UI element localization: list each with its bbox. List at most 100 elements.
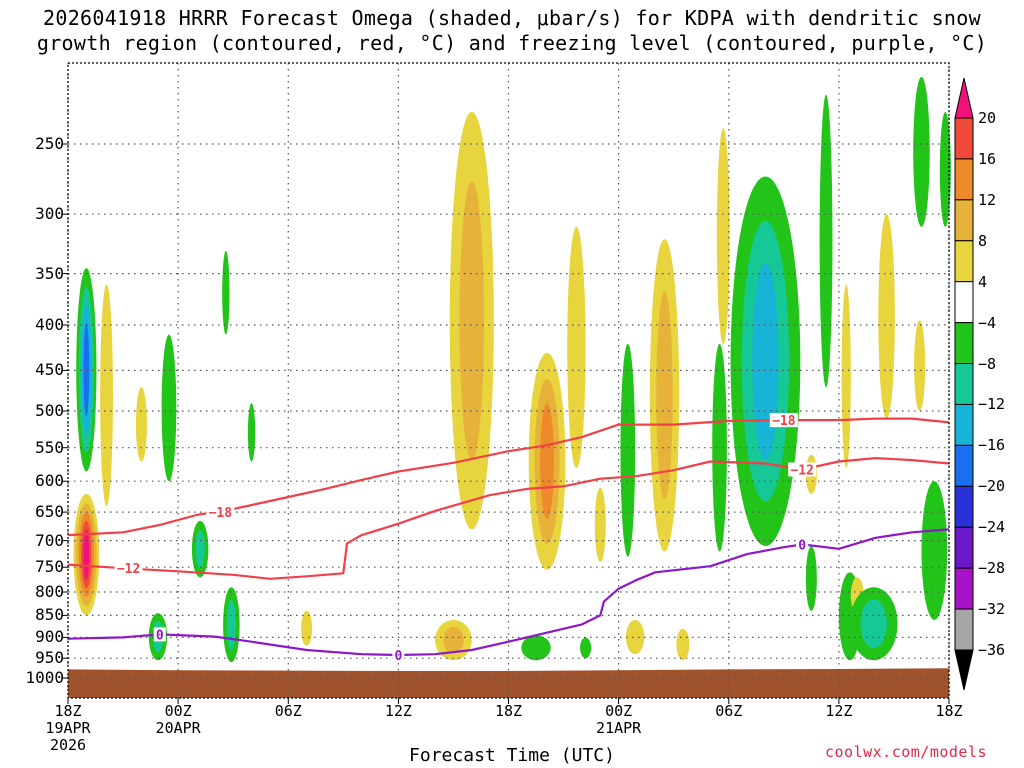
colorbar-tick-label: −12 bbox=[978, 395, 1006, 414]
y-tick-label: 650 bbox=[35, 502, 64, 522]
omega-region-6-level-1 bbox=[195, 530, 205, 568]
omega-region-8-level-1 bbox=[226, 599, 236, 650]
colorbar-tick-label: −16 bbox=[978, 436, 1006, 455]
colorbar-tick-label: −24 bbox=[978, 518, 1006, 537]
contour-label-2-1: 0 bbox=[394, 649, 402, 664]
omega-region-32-level-0 bbox=[878, 214, 895, 419]
colorbar-band-1 bbox=[954, 158, 974, 201]
contour-label-bg-1-1 bbox=[788, 462, 817, 477]
colorbar-band-0 bbox=[954, 117, 974, 160]
y-tick-label: 450 bbox=[35, 360, 64, 380]
colorbar-band-8 bbox=[954, 444, 974, 487]
omega-region-36-level-0 bbox=[939, 111, 951, 227]
site-credit: coolwx.com/models bbox=[825, 743, 988, 761]
y-tick-label: 750 bbox=[35, 557, 64, 577]
omega-region-24-level-2 bbox=[752, 262, 779, 460]
omega-region-26-level-0 bbox=[805, 546, 817, 611]
colorbar-band-11 bbox=[954, 567, 974, 610]
y-tick-label: 600 bbox=[35, 471, 64, 491]
omega-region-4-level-0 bbox=[161, 334, 177, 482]
omega-region-9-level-0 bbox=[247, 403, 256, 462]
omega-region-14-level-0 bbox=[521, 635, 551, 661]
chart-title-line-2: growth region (contoured, red, °C) and f… bbox=[36, 31, 988, 55]
colorbar-band-2 bbox=[954, 199, 974, 242]
y-tick-label: 500 bbox=[35, 401, 64, 420]
colorbar-band-3 bbox=[954, 240, 974, 283]
omega-region-15-level-0 bbox=[567, 226, 586, 469]
y-tick-label: 900 bbox=[35, 627, 64, 647]
colorbar-band-4 bbox=[954, 281, 974, 324]
omega-region-1-level-4 bbox=[83, 529, 90, 581]
colorbar-tick-label: −8 bbox=[978, 354, 997, 373]
omega-region-16-level-0 bbox=[580, 637, 592, 659]
x-tick-label: 12Z bbox=[825, 702, 853, 720]
omega-region-10-level-0 bbox=[301, 610, 313, 646]
contour-label-1-1: −12 bbox=[790, 463, 813, 478]
contour-label-0-1: −18 bbox=[772, 414, 796, 429]
colorbar-tick-label: 16 bbox=[978, 149, 997, 168]
contour-label-bg-2-1 bbox=[392, 647, 405, 662]
colorbar-tick-label: −32 bbox=[978, 600, 1006, 619]
colorbar-tick-label: 4 bbox=[978, 272, 988, 291]
colorbar-tick-label: −36 bbox=[978, 641, 1006, 659]
omega-region-3-level-0 bbox=[135, 387, 147, 462]
omega-region-13-level-2 bbox=[540, 403, 554, 520]
x-tick-label: 12Z bbox=[384, 702, 412, 720]
omega-region-31-level-1 bbox=[860, 599, 888, 649]
y-tick-label: 350 bbox=[35, 263, 64, 283]
omega-region-17-level-0 bbox=[594, 487, 606, 563]
colorbar-tick-label: 8 bbox=[978, 231, 988, 250]
chart-title-line-1: 2026041918 HRRR Forecast Omega (shaded, … bbox=[43, 6, 981, 30]
omega-region-28-level-0 bbox=[841, 284, 851, 469]
omega-region-2-level-0 bbox=[100, 284, 113, 507]
omega-region-23-level-0 bbox=[712, 343, 727, 552]
omega-region-21-level-0 bbox=[676, 628, 690, 661]
omega-region-35-level-0 bbox=[921, 481, 948, 620]
omega-region-34-level-0 bbox=[913, 76, 930, 227]
contour-label-0-0: −18 bbox=[209, 506, 233, 521]
contour-label-bg-1-0 bbox=[114, 561, 143, 576]
omega-region-12-level-1 bbox=[443, 626, 464, 654]
omega-region-19-level-0 bbox=[625, 619, 645, 655]
colorbar-top-arrow bbox=[954, 77, 974, 119]
y-tick-label: 300 bbox=[35, 204, 64, 224]
omega-region-11-level-1 bbox=[459, 181, 485, 460]
colorbar-tick-label: −28 bbox=[978, 559, 1006, 578]
colorbar-tick-label: −4 bbox=[978, 313, 997, 332]
omega-region-18-level-0 bbox=[620, 343, 636, 557]
colorbar-band-6 bbox=[954, 363, 974, 405]
colorbar-band-10 bbox=[954, 526, 974, 569]
omega-region-33-level-0 bbox=[914, 320, 926, 411]
colorbar-bottom-arrow bbox=[954, 649, 974, 691]
colorbar-tick-label: −20 bbox=[978, 477, 1006, 496]
colorbar-band-5 bbox=[954, 322, 974, 365]
omega-region-27-level-0 bbox=[819, 94, 833, 388]
omega-region-22-level-0 bbox=[716, 128, 730, 344]
x-tick-label: 18Z 19APR 2026 bbox=[45, 702, 91, 754]
contour-label-bg-0-1 bbox=[769, 413, 798, 428]
x-tick-label: 06Z bbox=[274, 702, 302, 720]
y-tick-label: 400 bbox=[35, 315, 64, 335]
contour-label-bg-2-0 bbox=[153, 627, 166, 642]
colorbar-tick-label: 12 bbox=[978, 190, 997, 209]
y-tick-label: 1000 bbox=[25, 668, 64, 687]
x-tick-label: 18Z bbox=[935, 702, 963, 720]
contour-label-2-2: 0 bbox=[798, 538, 806, 553]
plot-frame bbox=[67, 62, 950, 699]
y-tick-label: 550 bbox=[35, 437, 64, 457]
contour-label-1-0: −12 bbox=[117, 562, 140, 577]
contour-label-bg-2-2 bbox=[796, 537, 809, 552]
x-tick-label: 18Z bbox=[494, 702, 523, 720]
y-tick-label: 250 bbox=[35, 134, 64, 153]
contour-label-2-0: 0 bbox=[156, 628, 164, 643]
x-tick-label: 00Z 20APR bbox=[155, 702, 201, 737]
y-tick-label: 850 bbox=[35, 605, 64, 625]
y-tick-label: 800 bbox=[35, 582, 64, 602]
colorbar-band-7 bbox=[954, 403, 974, 446]
x-axis-title: Forecast Time (UTC) bbox=[409, 745, 615, 766]
y-tick-label: 950 bbox=[35, 648, 64, 668]
contour-label-bg-0-0 bbox=[206, 505, 235, 520]
colorbar-band-12 bbox=[954, 608, 974, 651]
